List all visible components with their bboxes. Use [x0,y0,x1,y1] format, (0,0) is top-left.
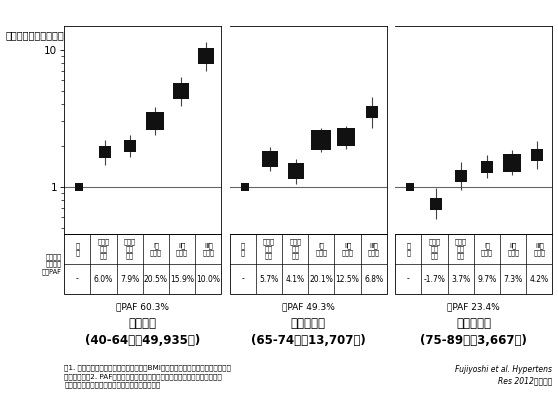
Text: 総PAF 49.3%: 総PAF 49.3% [282,302,335,311]
Text: Ⅱ度
高血圧: Ⅱ度 高血圧 [507,242,519,256]
Text: 適
正: 適 正 [75,242,79,256]
Text: 高血圧
正常
高値: 高血圧 正常 高値 [124,238,136,260]
Text: 9.7%: 9.7% [477,274,497,284]
Text: 3.7%: 3.7% [451,274,470,284]
Text: Ⅲ度
高血圧: Ⅲ度 高血圧 [368,242,380,256]
Text: Ⅰ度
高血圧: Ⅰ度 高血圧 [481,242,493,256]
Text: Ⅱ度
高血圧: Ⅱ度 高血圧 [176,242,188,256]
Text: Ⅰ度
高血圧: Ⅰ度 高血圧 [150,242,162,256]
Text: Fujiyoshi et al. Hypertens
Res 2012より作図: Fujiyoshi et al. Hypertens Res 2012より作図 [455,365,552,385]
Text: 20.5%: 20.5% [144,274,168,284]
Text: Ⅲ度
高血圧: Ⅲ度 高血圧 [202,242,214,256]
Text: 各血圧レ
ベルにお
けるPAF: 各血圧レ ベルにお けるPAF [41,253,61,275]
Text: 後期高齢者
(75-89歳：3,667人): 後期高齢者 (75-89歳：3,667人) [420,317,527,347]
Text: 多変量調整ハザード比: 多変量調整ハザード比 [6,30,64,40]
Text: 適
正: 適 正 [241,242,245,256]
Text: -: - [242,274,244,284]
Text: Ⅱ度
高血圧: Ⅱ度 高血圧 [341,242,354,256]
Text: 4.1%: 4.1% [286,274,305,284]
Text: 6.8%: 6.8% [364,274,383,284]
Text: 適
正: 適 正 [406,242,410,256]
Text: -1.7%: -1.7% [424,274,445,284]
Text: 境界・
高値
血圧: 境界・ 高値 血圧 [429,238,441,260]
Text: 高血圧
正常
高値: 高血圧 正常 高値 [289,238,301,260]
Text: 境界・
高値
血圧: 境界・ 高値 血圧 [263,238,275,260]
Text: 7.9%: 7.9% [120,274,140,284]
Text: 20.1%: 20.1% [310,274,333,284]
Text: 12.5%: 12.5% [336,274,359,284]
Text: 中壮年者
(40-64歳：49,935人): 中壮年者 (40-64歳：49,935人) [85,317,200,347]
Text: Ⅰ度
高血圧: Ⅰ度 高血圧 [315,242,328,256]
Text: 前期高齢者
(65-74歳：13,707人): 前期高齢者 (65-74歳：13,707人) [251,317,365,347]
Text: 6.0%: 6.0% [94,274,113,284]
Text: 総PAF 23.4%: 総PAF 23.4% [448,302,500,311]
Text: Ⅲ度
高血圧: Ⅲ度 高血圧 [533,242,545,256]
Text: 10.0%: 10.0% [196,274,220,284]
Text: 高血圧
正常
高値: 高血圧 正常 高値 [455,238,466,260]
Text: 注1. ハザード比は年齢、性、コホート、BMI、総コレステロール値、喫煙、飲酒
にて調整。注2. PAF（集団寄与危険割合）は集団全てが至適血圧だった場合
に予: 注1. ハザード比は年齢、性、コホート、BMI、総コレステロール値、喫煙、飲酒 … [64,365,231,388]
Text: 15.9%: 15.9% [170,274,194,284]
Text: 7.3%: 7.3% [503,274,523,284]
Text: 総PAF 60.3%: 総PAF 60.3% [116,302,169,311]
Text: 5.7%: 5.7% [259,274,278,284]
Text: 4.2%: 4.2% [530,274,549,284]
Text: -: - [407,274,410,284]
Text: 境界・
高値
血圧: 境界・ 高値 血圧 [98,238,109,260]
Text: -: - [76,274,79,284]
